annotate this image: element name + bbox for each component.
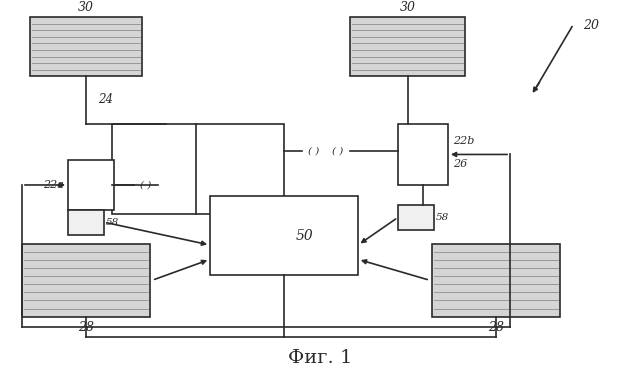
Text: 22a: 22a [43, 180, 64, 190]
Text: 28: 28 [488, 321, 504, 334]
Text: 58: 58 [106, 218, 119, 227]
Text: 30: 30 [78, 1, 94, 14]
Text: 20: 20 [583, 19, 599, 32]
Bar [22, 244, 150, 317]
Text: Фиг. 1: Фиг. 1 [288, 349, 352, 367]
Text: 24: 24 [98, 93, 113, 106]
Bar [112, 124, 284, 214]
Text: 50: 50 [296, 228, 314, 242]
Text: ( ): ( ) [308, 146, 319, 155]
Bar [30, 17, 142, 76]
Text: 26: 26 [453, 159, 467, 169]
Text: 30: 30 [399, 1, 415, 14]
Bar [398, 205, 434, 230]
Bar [432, 244, 560, 317]
Text: ( ): ( ) [140, 180, 152, 189]
Bar [68, 160, 114, 210]
Bar [398, 124, 448, 185]
Text: 28: 28 [78, 321, 94, 334]
Text: 22b: 22b [453, 136, 474, 146]
Text: ( ): ( ) [332, 146, 344, 155]
Bar [210, 196, 358, 275]
Bar [350, 17, 465, 76]
Bar [68, 210, 104, 235]
Text: 58: 58 [436, 213, 449, 222]
